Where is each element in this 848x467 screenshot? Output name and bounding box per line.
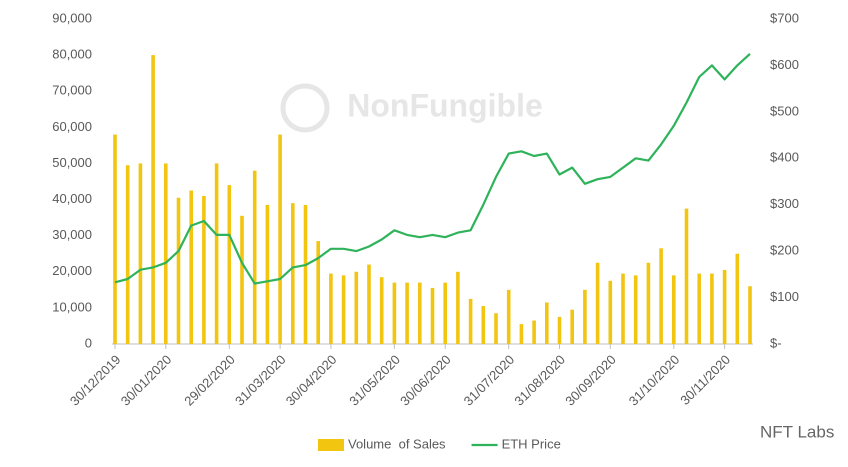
bar (164, 163, 168, 344)
line (114, 52, 751, 285)
y-tick-label: 50,000 (52, 155, 92, 170)
bar (189, 190, 193, 344)
bar (138, 163, 143, 344)
bar (278, 134, 282, 344)
bar (468, 298, 473, 344)
bar (418, 282, 422, 344)
y2-tick-label: $500 (770, 103, 799, 118)
bar (113, 134, 117, 344)
bar (214, 163, 219, 344)
bar (532, 320, 536, 344)
legend-label: Volume of Sales (348, 436, 446, 451)
x-tick-label: 30/12/2019 (67, 352, 124, 409)
y2-tick-label: $700 (770, 10, 799, 25)
bar (392, 282, 397, 344)
bar (735, 253, 740, 344)
bar (405, 282, 409, 344)
bar (557, 316, 562, 344)
y-tick-label: 30,000 (52, 227, 92, 242)
bar (265, 204, 270, 344)
bar (202, 195, 206, 344)
watermark-icon (280, 83, 330, 133)
y-tick-label: 40,000 (52, 191, 92, 206)
bar (506, 289, 511, 344)
bar (430, 288, 435, 344)
bar (621, 273, 625, 344)
x-tick-label: 30/09/2020 (562, 352, 619, 409)
bar (748, 286, 752, 344)
y-tick-label: 70,000 (52, 83, 92, 98)
x-tick-label: 29/02/2020 (181, 352, 238, 409)
bar (291, 203, 295, 344)
y2-tick-label: $100 (770, 289, 799, 304)
bar (595, 262, 600, 344)
bar (240, 215, 244, 344)
x-tick-label: 31/07/2020 (461, 352, 518, 409)
bar (722, 269, 727, 344)
bar (329, 273, 333, 344)
bar (672, 275, 676, 344)
bar (646, 262, 651, 344)
bar (481, 306, 486, 344)
y-tick-label: 90,000 (52, 10, 92, 25)
x-tick-label: 31/10/2020 (626, 352, 683, 409)
bar (608, 280, 613, 344)
bar (456, 271, 460, 344)
legend-swatch (318, 439, 344, 451)
source-label: NFT Labs (760, 422, 834, 441)
x-tick-label: 30/06/2020 (397, 352, 454, 409)
y2-tick-label: $300 (770, 196, 799, 211)
bar (379, 277, 384, 344)
x-tick-label: 30/01/2020 (118, 352, 175, 409)
y-tick-label: 10,000 (52, 299, 92, 314)
bar (316, 241, 320, 344)
bar (176, 197, 181, 344)
watermark: NonFungible (347, 87, 543, 123)
bar (227, 185, 232, 344)
bar (684, 208, 689, 344)
x-tick-label: 31/05/2020 (346, 352, 403, 409)
y2-tick-label: $600 (770, 57, 799, 72)
y-tick-label: 80,000 (52, 47, 92, 62)
bar (570, 309, 574, 344)
bar (443, 282, 447, 344)
bar (583, 289, 587, 344)
bar (697, 273, 701, 344)
x-tick-label: 31/03/2020 (232, 352, 289, 409)
bar (125, 165, 130, 344)
y2-tick-label: $400 (770, 150, 799, 165)
y-tick-label: 0 (85, 335, 92, 350)
bar (494, 313, 498, 344)
legend-label: ETH Price (502, 436, 561, 451)
y-tick-label: 60,000 (52, 119, 92, 134)
bar (633, 275, 638, 344)
bar (545, 302, 549, 344)
y-tick-label: 20,000 (52, 263, 92, 278)
y2-tick-label: $200 (770, 243, 799, 258)
bar (303, 204, 308, 344)
bar (659, 248, 663, 344)
bar (710, 273, 714, 344)
x-tick-label: 30/04/2020 (283, 352, 340, 409)
bar (354, 271, 359, 344)
y2-tick-label: $- (770, 335, 782, 350)
bar (252, 170, 257, 344)
bar (341, 275, 346, 344)
bar (519, 324, 524, 344)
bar (151, 55, 155, 344)
x-tick-label: 30/11/2020 (677, 352, 733, 408)
x-tick-label: 31/08/2020 (511, 352, 568, 409)
bar (367, 264, 371, 344)
